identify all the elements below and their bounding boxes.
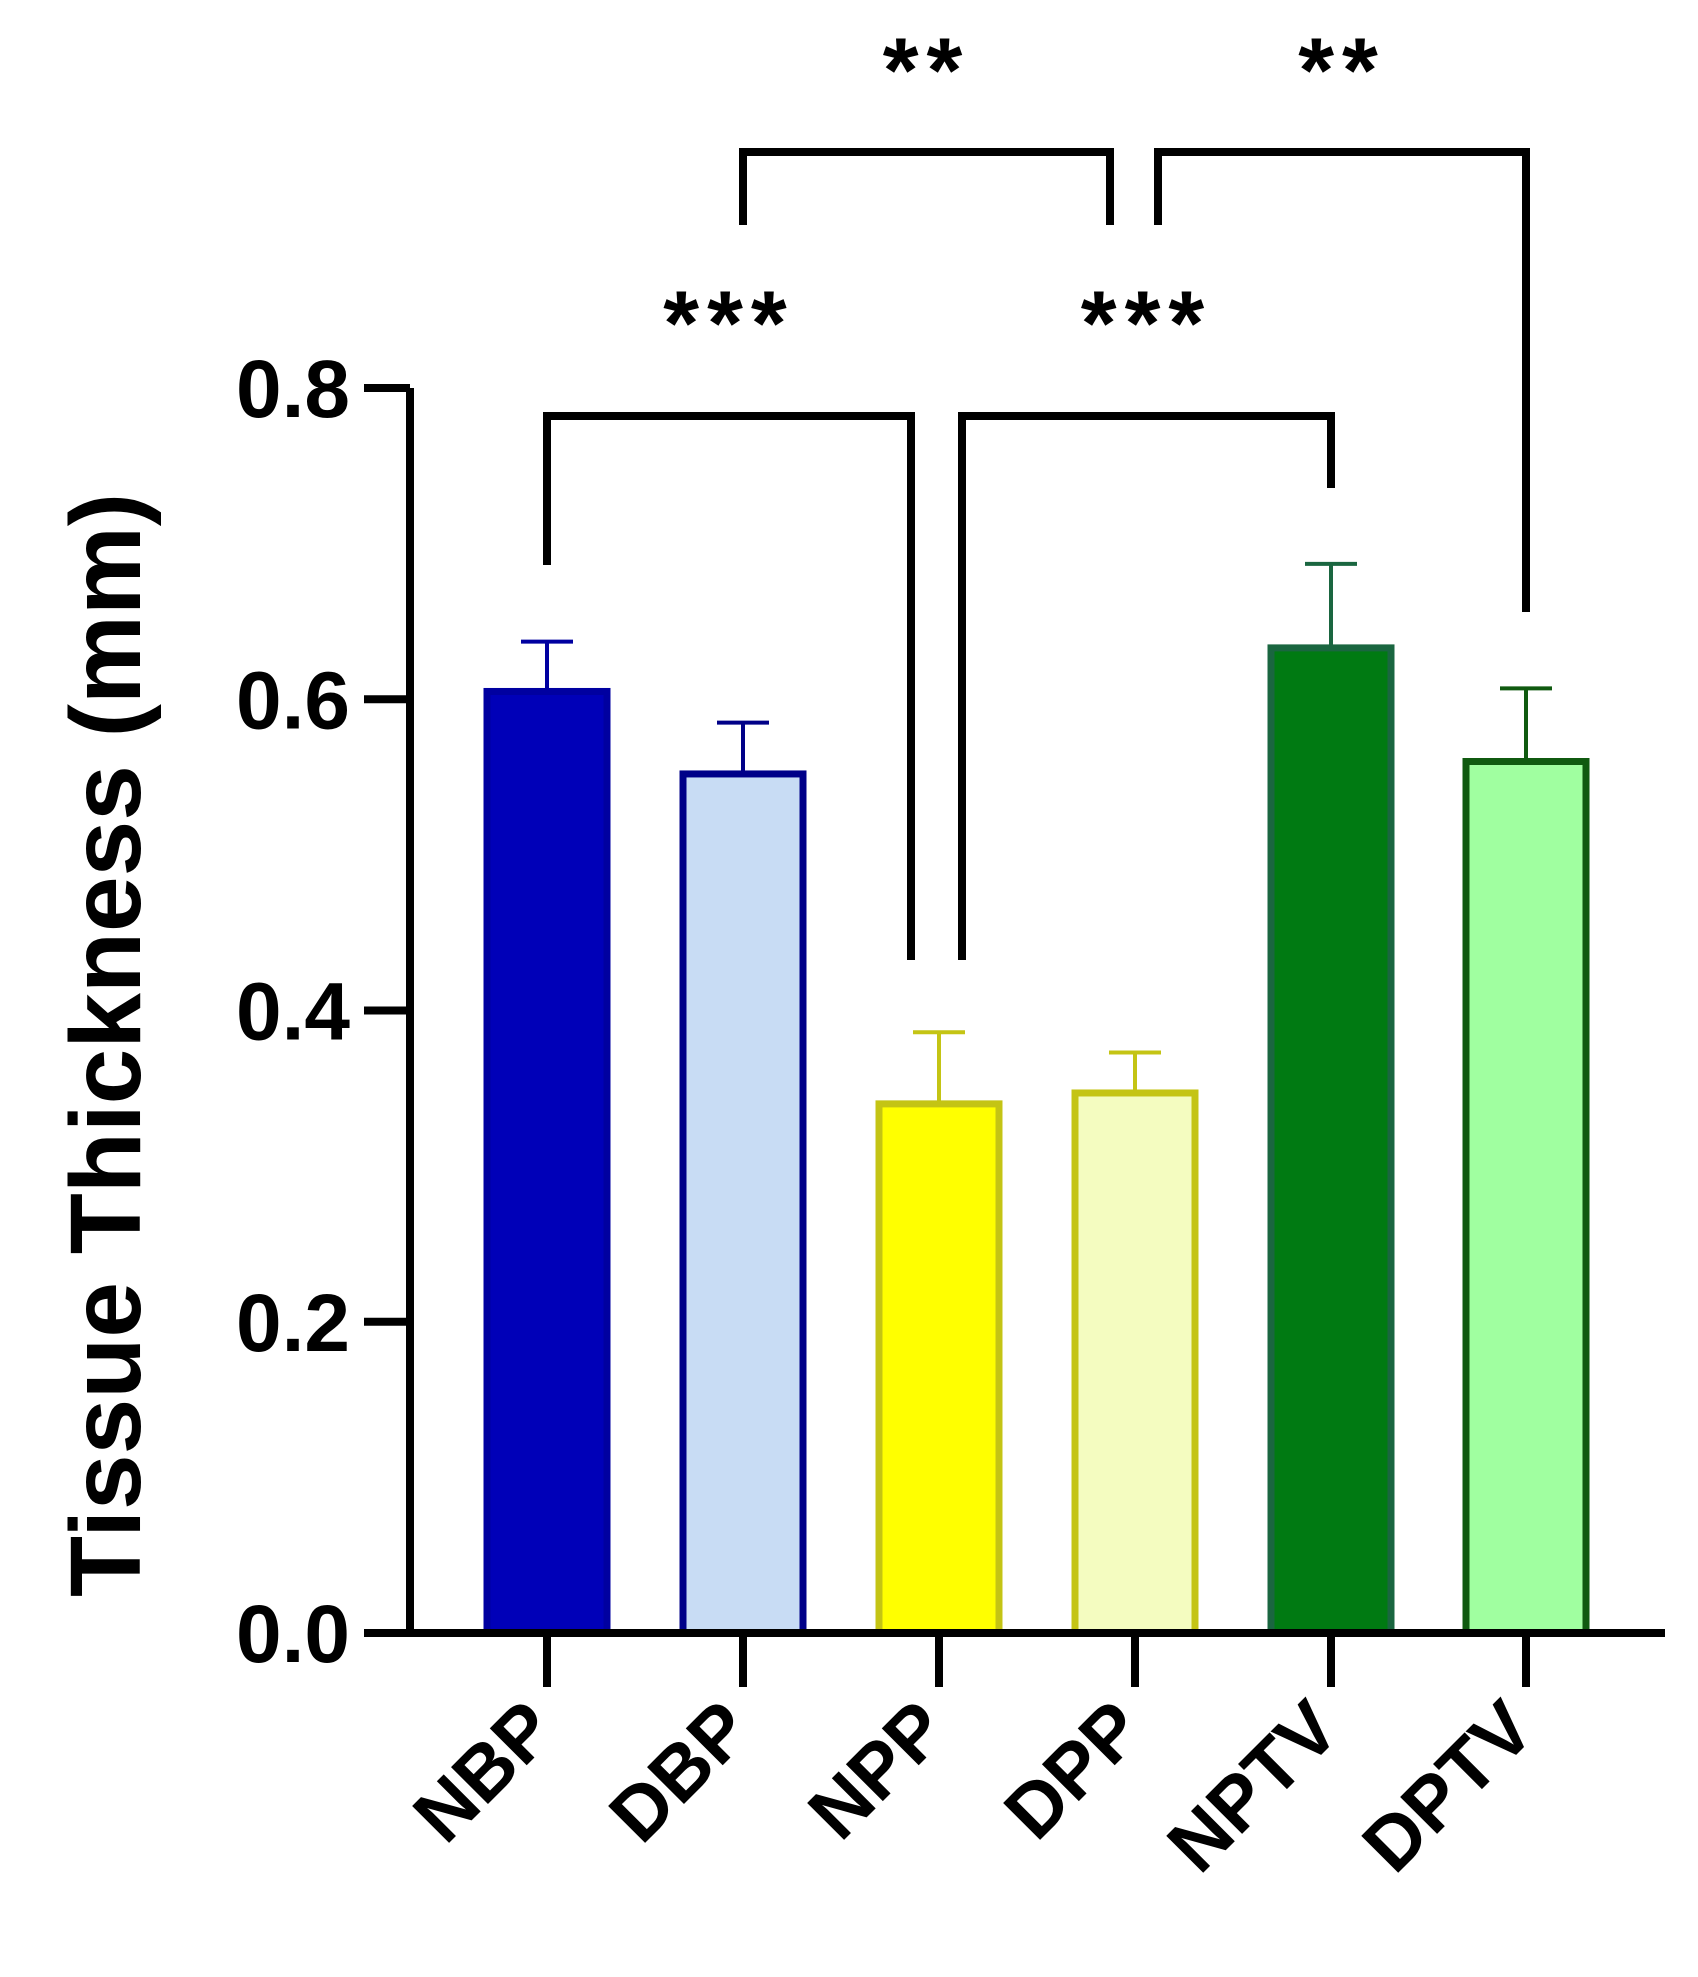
bar-dbp — [679, 770, 807, 1637]
significance-bracket-nbp-npp — [543, 412, 915, 960]
significance-bracket-dpp-dptv — [1154, 148, 1530, 612]
bar-nptv — [1267, 644, 1395, 1637]
y-tick-label: 0.0 — [236, 1589, 350, 1680]
x-tick-label-dptv: DPTV — [1347, 1685, 1551, 1889]
x-tick-label-dpp: DPP — [988, 1685, 1159, 1856]
y-axis-title: Tissue Thickness (mm) — [50, 493, 162, 1597]
bar-npp — [875, 1100, 1003, 1637]
significance-label: *** — [663, 273, 794, 375]
x-tick-label-npp: NPP — [792, 1685, 963, 1856]
y-tick-label: 0.6 — [236, 655, 350, 746]
y-tick-label: 0.2 — [236, 1278, 350, 1369]
bar-dptv — [1462, 758, 1590, 1637]
significance-label: ** — [1298, 20, 1386, 122]
significance-bracket-npp-nptv — [958, 412, 1335, 960]
significance-bracket-dbp-dpp — [739, 148, 1114, 225]
significance-label: ** — [883, 20, 971, 122]
significance-label: *** — [1081, 273, 1212, 375]
y-tick-label: 0.8 — [236, 344, 350, 435]
bar-dpp — [1071, 1089, 1199, 1637]
x-tick-label-nbp: NBP — [397, 1685, 571, 1859]
bar-nbp — [483, 687, 611, 1637]
y-tick-label: 0.4 — [236, 967, 350, 1058]
x-tick-label-nptv: NPTV — [1152, 1685, 1356, 1889]
x-tick-label-dbp: DBP — [593, 1685, 767, 1859]
